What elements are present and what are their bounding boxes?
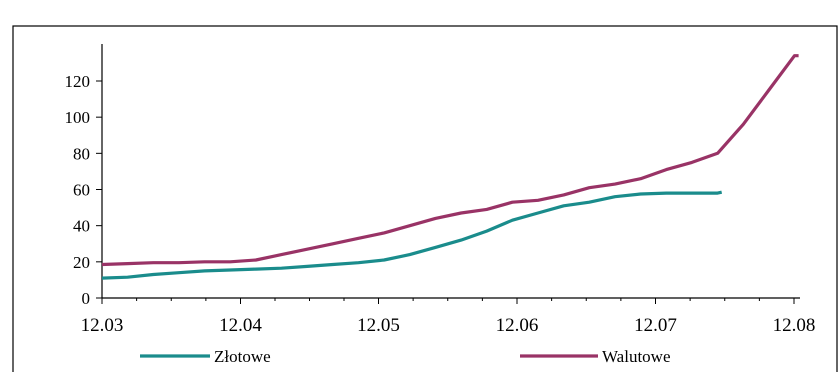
legend: Złotowe Walutowe <box>140 347 671 366</box>
x-tick-label: 12.03 <box>81 315 124 336</box>
x-tick-label: 12.04 <box>219 315 262 336</box>
axes <box>101 44 800 299</box>
y-axis-ticks: 0 20 40 60 80 100 120 <box>65 72 102 308</box>
y-tick-label: 100 <box>65 108 91 127</box>
x-tick-label: 12.05 <box>357 315 400 336</box>
x-tick-label: 12.07 <box>634 315 677 336</box>
y-tick-label: 0 <box>82 289 91 308</box>
y-tick-label: 120 <box>65 72 91 91</box>
legend-label: Złotowe <box>214 347 271 366</box>
legend-label: Walutowe <box>602 347 671 366</box>
chart-border <box>12 25 838 372</box>
y-tick-label: 40 <box>73 217 90 236</box>
x-axis-ticks: 12.03 12.04 12.05 12.06 12.07 12.08 <box>81 298 816 336</box>
y-tick-label: 60 <box>73 181 90 200</box>
series-lines <box>101 54 799 280</box>
x-tick-label: 12.06 <box>496 315 539 336</box>
x-tick-label: 12.08 <box>773 315 816 336</box>
y-tick-label: 80 <box>73 144 90 163</box>
y-tick-label: 20 <box>73 253 90 272</box>
series-line-zlotowe <box>101 190 723 280</box>
series-line-walutowe <box>101 54 799 267</box>
